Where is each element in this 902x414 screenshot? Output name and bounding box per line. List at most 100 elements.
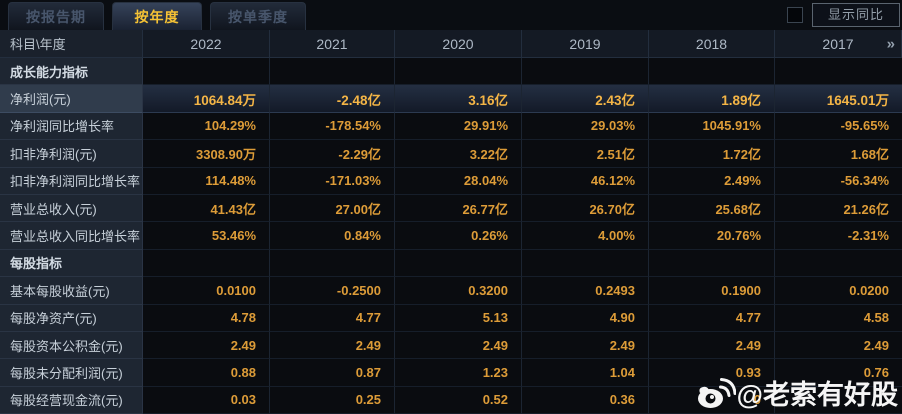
cell-2017: -56.34% [775,167,902,195]
table-row: 每股未分配利润(元) 0.88 0.87 1.23 1.04 0.93 0.76 [0,359,902,387]
cell-2020: 26.77亿 [395,194,522,223]
cell-2021: 4.77 [270,304,395,332]
cell-2021: 2.49 [270,331,395,360]
year-header-2017: 2017» [775,30,902,58]
cell-2018 [649,249,775,278]
cell-2019: 26.70亿 [522,194,649,223]
tab-by-year[interactable]: 按年度 [112,2,202,30]
cell-2018: 0.93 [649,359,775,387]
year-header-2019: 2019 [522,30,649,58]
cell-2019 [522,58,649,86]
table-header-row: 科目\年度 2022 2021 2020 2019 2018 2017» [0,30,902,58]
section-row: 成长能力指标 [0,58,902,86]
cell-2022: 53.46% [143,222,270,250]
cell-2020: 2.49 [395,331,522,360]
cell-2017 [775,58,902,86]
table-row: 每股资本公积金(元) 2.49 2.49 2.49 2.49 2.49 2.49 [0,331,902,360]
row-label: 每股经营现金流(元) [0,386,143,414]
cell-2017: 21.26亿 [775,194,902,223]
table-row: 营业总收入(元) 41.43亿 27.00亿 26.77亿 26.70亿 25.68亿 21… [0,194,902,223]
cell-2019: 2.43亿 [522,85,649,113]
section-row: 每股指标 [0,249,902,278]
cell-2022: 41.43亿 [143,194,270,223]
cell-2020: 3.16亿 [395,85,522,113]
cell-2017: -95.65% [775,112,902,141]
cell-2021: -2.29亿 [270,140,395,168]
cell-2021 [270,249,395,278]
cell-2021: -171.03% [270,167,395,195]
cell-2018: 0.1900 [649,277,775,305]
cell-2017 [775,386,902,414]
cell-2018: 2.49% [649,167,775,195]
cell-2020: 0.26% [395,222,522,250]
tab-by-quarter[interactable]: 按单季度 [210,2,306,30]
cell-2019: 46.12% [522,167,649,195]
cell-2020: 5.13 [395,304,522,332]
cell-2022: 3308.90万 [143,140,270,168]
cell-2020: 0.52 [395,386,522,414]
show-yoy-checkbox[interactable] [787,7,803,23]
cell-2019: 1.04 [522,359,649,387]
table-row: 净利润同比增长率 104.29% -178.54% 29.91% 29.03% 1045.… [0,112,902,141]
cell-2022: 0.88 [143,359,270,387]
cell-2021: 0.25 [270,386,395,414]
tab-bar: 按报告期 按年度 按单季度 显示同比 [0,0,902,30]
cell-2019: 2.51亿 [522,140,649,168]
cell-2021: 27.00亿 [270,194,395,223]
row-label: 扣非净利润同比增长率 [0,167,143,195]
cell-2017: 0.0200 [775,277,902,305]
cell-2022 [143,249,270,278]
more-years-icon[interactable]: » [886,35,895,52]
table-row: 净利润(元) 1064.84万 -2.48亿 3.16亿 2.43亿 1.89亿 1645.… [0,85,902,113]
tab-group: 按报告期 按年度 按单季度 [0,2,314,30]
corner-header-cell: 科目\年度 [0,30,143,58]
yoy-controls: 显示同比 [787,3,900,27]
cell-2017 [775,249,902,278]
table-row: 每股净资产(元) 4.78 4.77 5.13 4.90 4.77 4.58 [0,304,902,332]
cell-2020: 3.22亿 [395,140,522,168]
row-label: 净利润(元) [0,85,143,113]
cell-2022 [143,58,270,86]
row-label: 营业总收入同比增长率 [0,222,143,250]
cell-2019: 0.2493 [522,277,649,305]
cell-2019: 4.00% [522,222,649,250]
cell-2019 [522,249,649,278]
cell-2018: 1.72亿 [649,140,775,168]
cell-2018: 2.49 [649,331,775,360]
year-header-2020: 2020 [395,30,522,58]
cell-2017: 2.49 [775,331,902,360]
cell-2018: 0 [649,386,775,414]
cell-2019: 2.49 [522,331,649,360]
cell-2020: 0.3200 [395,277,522,305]
row-label: 营业总收入(元) [0,194,143,223]
row-label: 每股未分配利润(元) [0,359,143,387]
table-row: 扣非净利润同比增长率 114.48% -171.03% 28.04% 46.12% 2.4… [0,167,902,195]
cell-2018: 1.89亿 [649,85,775,113]
cell-2021: -2.48亿 [270,85,395,113]
cell-2020 [395,58,522,86]
year-header-2018: 2018 [649,30,775,58]
cell-2018: 25.68亿 [649,194,775,223]
cell-2017: 0.76 [775,359,902,387]
cell-2021: 0.87 [270,359,395,387]
cell-2022: 0.0100 [143,277,270,305]
cell-2017: -2.31% [775,222,902,250]
financials-table: 科目\年度 2022 2021 2020 2019 2018 2017» 成长能力指标 净利润(… [0,30,902,414]
cell-2021: -178.54% [270,112,395,141]
row-label: 每股指标 [0,249,143,278]
cell-2022: 4.78 [143,304,270,332]
show-yoy-button[interactable]: 显示同比 [812,3,900,27]
cell-2017: 1645.01万 [775,85,902,113]
tab-by-report-period[interactable]: 按报告期 [8,2,104,30]
cell-2022: 0.03 [143,386,270,414]
cell-2020: 29.91% [395,112,522,141]
row-label: 每股资本公积金(元) [0,331,143,360]
cell-2019: 0.36 [522,386,649,414]
cell-2018: 4.77 [649,304,775,332]
cell-2017: 1.68亿 [775,140,902,168]
row-label: 每股净资产(元) [0,304,143,332]
cell-2020: 1.23 [395,359,522,387]
table-row: 基本每股收益(元) 0.0100 -0.2500 0.3200 0.2493 0.1900… [0,277,902,305]
table-row: 营业总收入同比增长率 53.46% 0.84% 0.26% 4.00% 20.76% -2.… [0,222,902,250]
